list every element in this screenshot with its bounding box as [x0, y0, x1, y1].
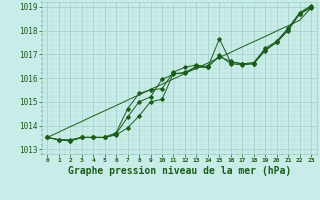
- X-axis label: Graphe pression niveau de la mer (hPa): Graphe pression niveau de la mer (hPa): [68, 166, 291, 176]
